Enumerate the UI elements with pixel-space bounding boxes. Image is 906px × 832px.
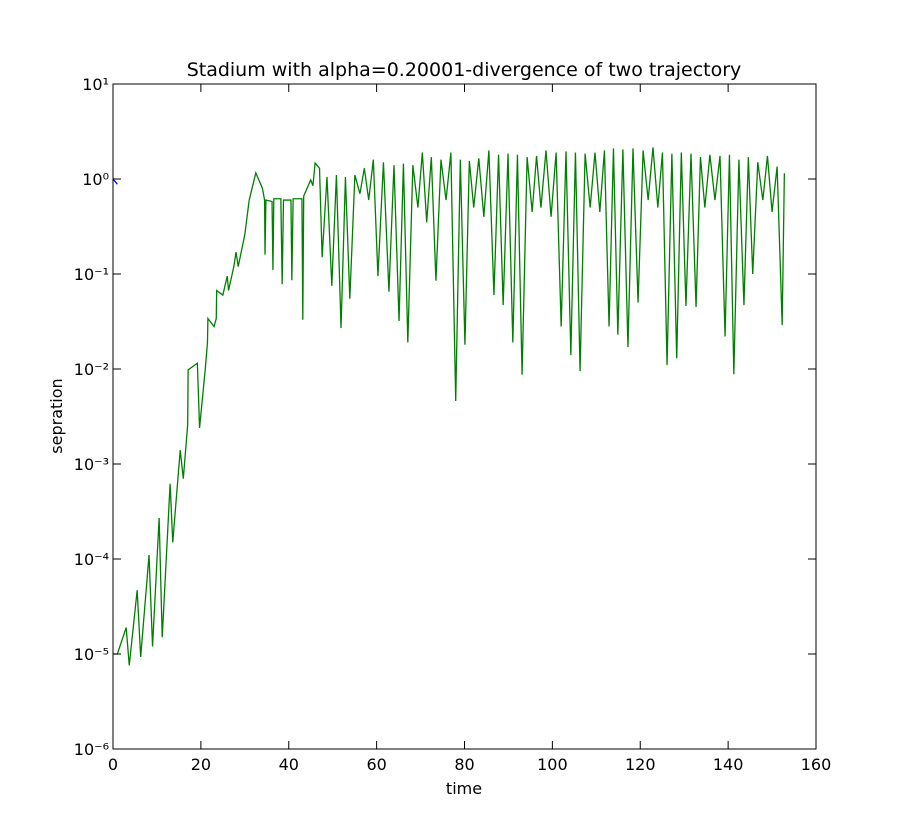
y-tick-label: 10¹ [82,75,109,94]
chart-title: Stadium with alpha=0.20001-divergence of… [187,59,742,81]
x-tick-label: 80 [454,755,474,774]
x-tick-label: 120 [625,755,656,774]
data-line [113,147,786,666]
y-axis-label: sepration [47,378,66,453]
x-axis-label: time [446,779,482,798]
y-tick-label: 10⁻⁶ [74,740,109,759]
plot-frame [112,83,817,750]
y-tick-label: 10⁻² [74,360,109,379]
x-tick-label: 40 [279,755,299,774]
x-tick-label: 0 [108,755,118,774]
y-tick-label: 10⁻⁵ [74,645,109,664]
x-tick-label: 100 [537,755,568,774]
y-tick-label: 10⁰ [82,170,109,189]
data-line [113,178,118,185]
x-tick-label: 140 [713,755,744,774]
y-tick-label: 10⁻³ [74,455,109,474]
y-tick-label: 10⁻⁴ [74,550,109,569]
x-tick-label: 160 [801,755,832,774]
y-tick-label: 10⁻¹ [74,265,109,284]
x-tick-label: 20 [191,755,211,774]
x-tick-label: 60 [366,755,386,774]
